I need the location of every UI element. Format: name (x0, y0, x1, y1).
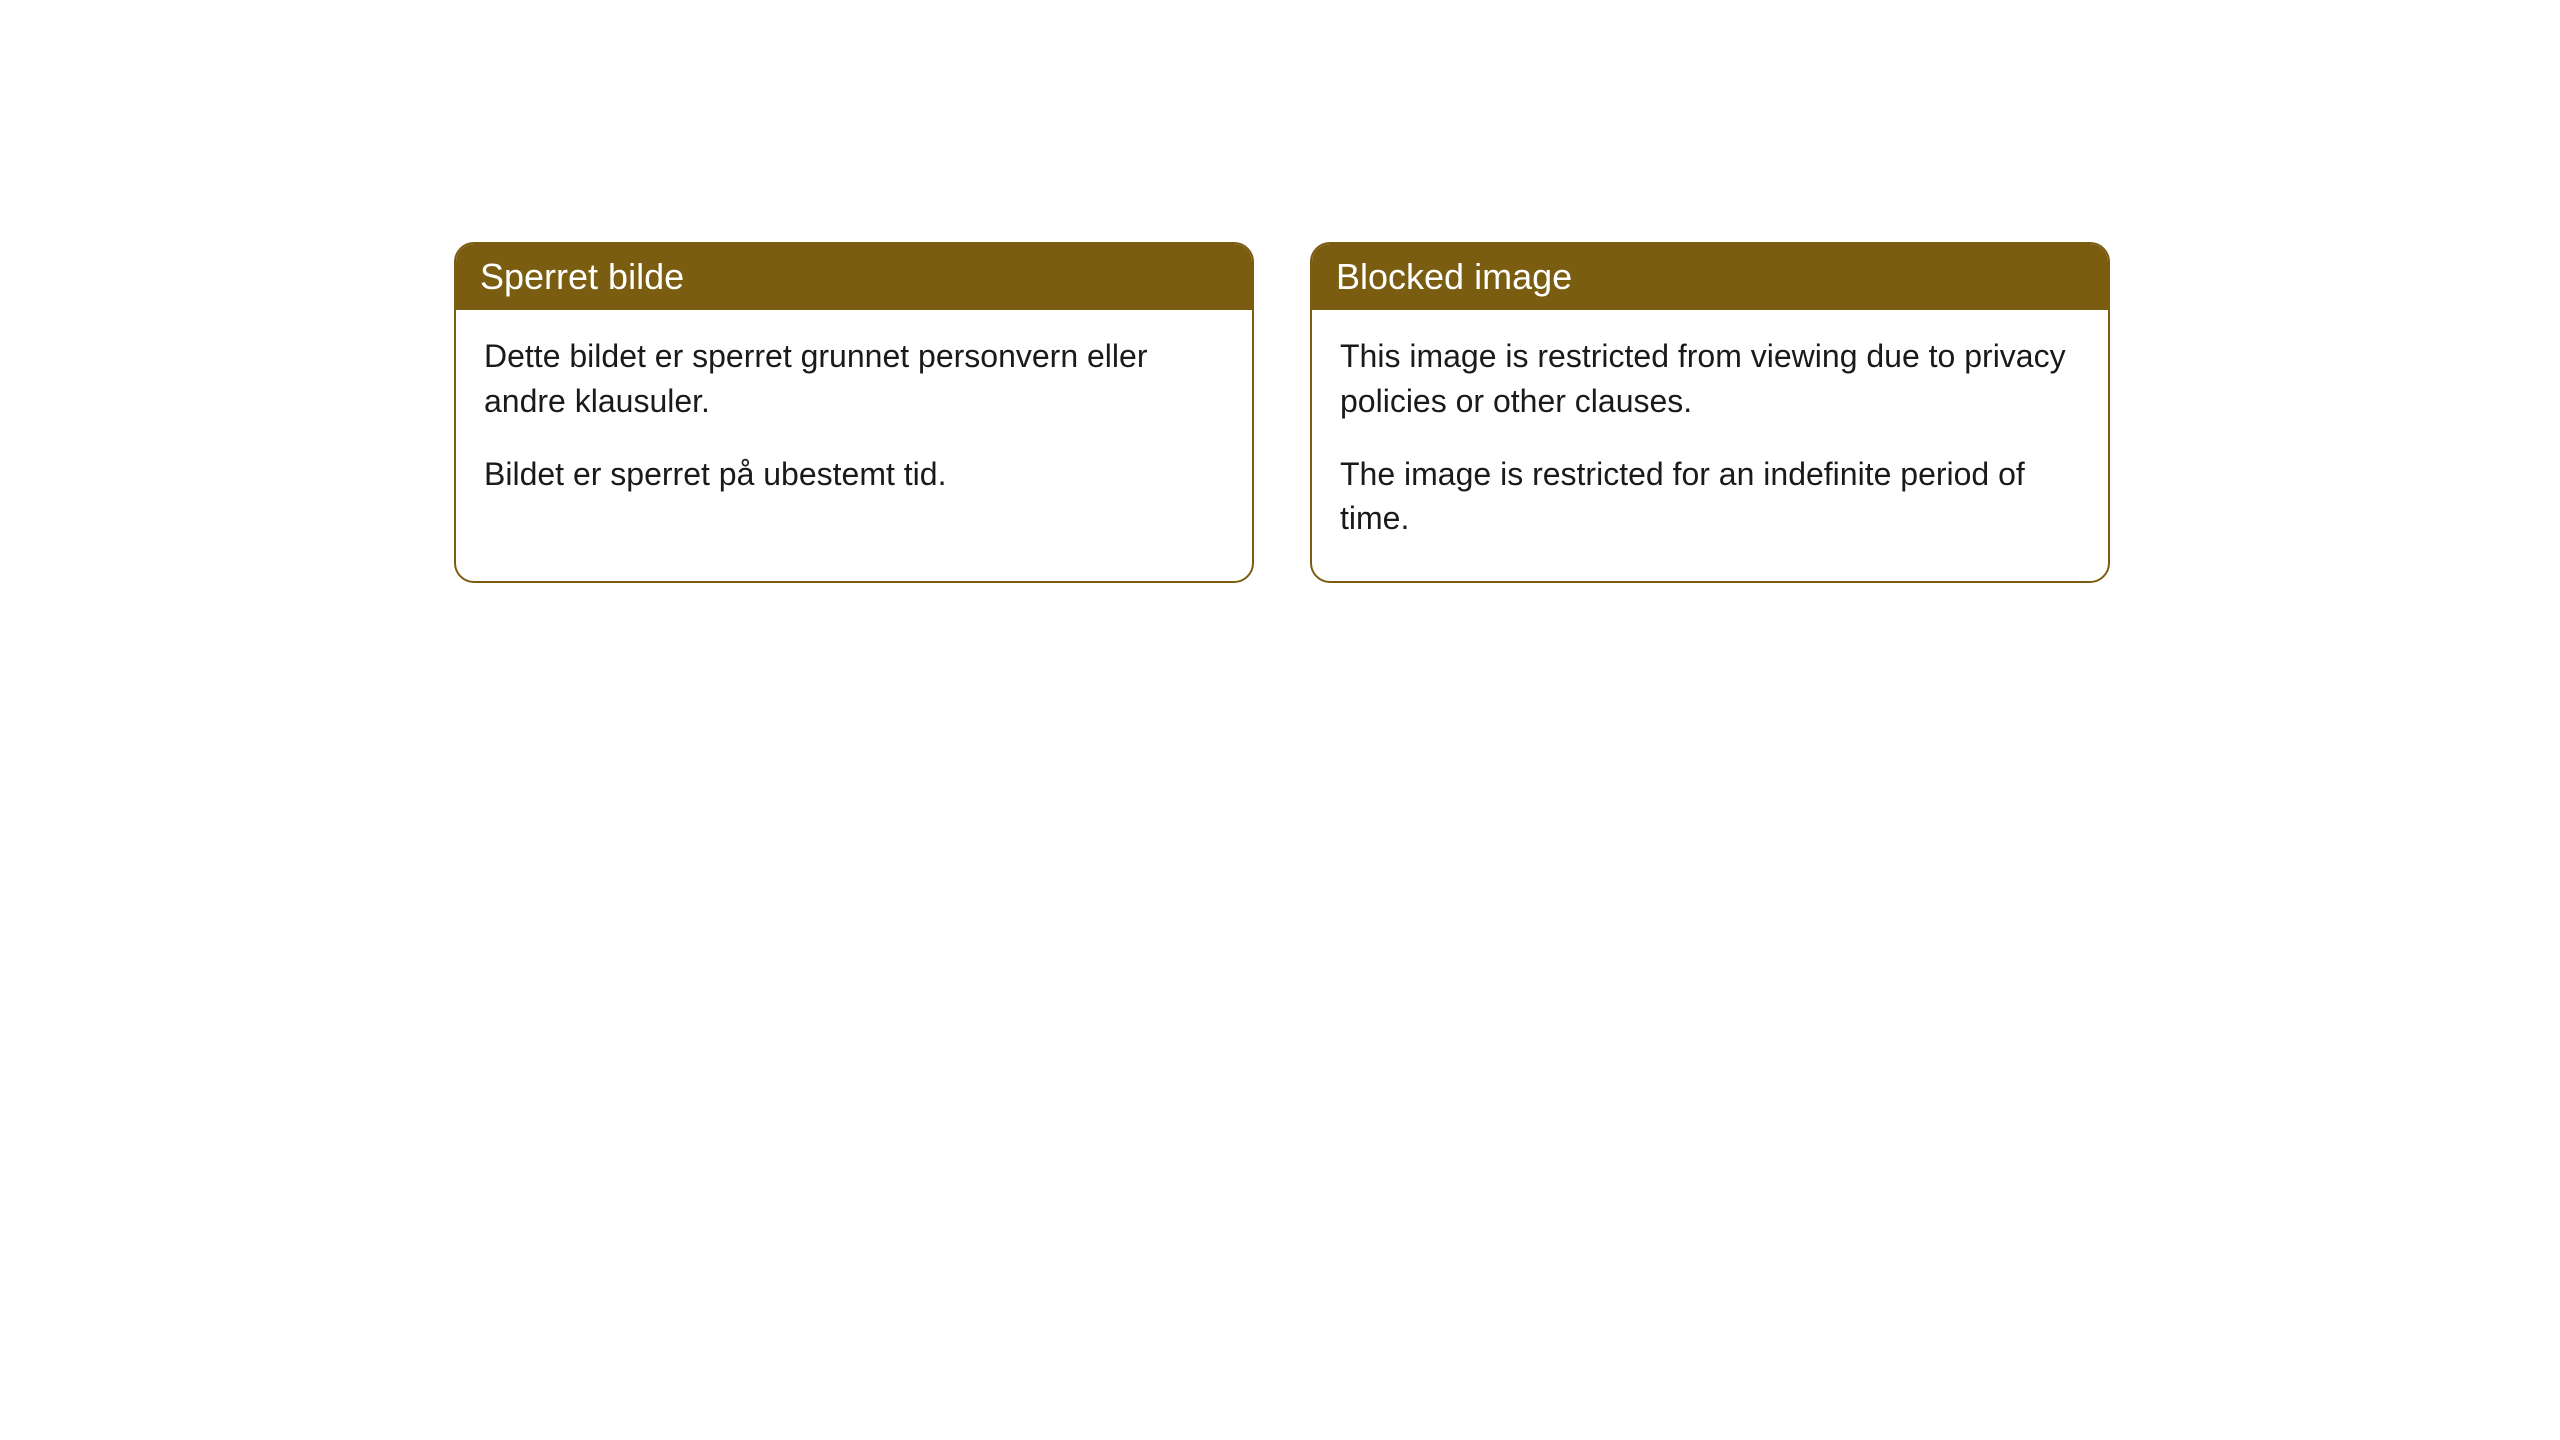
notice-cards-container: Sperret bilde Dette bildet er sperret gr… (0, 0, 2560, 583)
card-paragraph: Dette bildet er sperret grunnet personve… (484, 334, 1224, 424)
card-header: Blocked image (1312, 244, 2108, 310)
card-paragraph: This image is restricted from viewing du… (1340, 334, 2080, 424)
blocked-image-card-norwegian: Sperret bilde Dette bildet er sperret gr… (454, 242, 1254, 583)
card-title: Sperret bilde (480, 256, 684, 297)
blocked-image-card-english: Blocked image This image is restricted f… (1310, 242, 2110, 583)
card-body: Dette bildet er sperret grunnet personve… (456, 310, 1252, 536)
card-title: Blocked image (1336, 256, 1572, 297)
card-header: Sperret bilde (456, 244, 1252, 310)
card-paragraph: The image is restricted for an indefinit… (1340, 452, 2080, 542)
card-paragraph: Bildet er sperret på ubestemt tid. (484, 452, 1224, 497)
card-body: This image is restricted from viewing du… (1312, 310, 2108, 581)
